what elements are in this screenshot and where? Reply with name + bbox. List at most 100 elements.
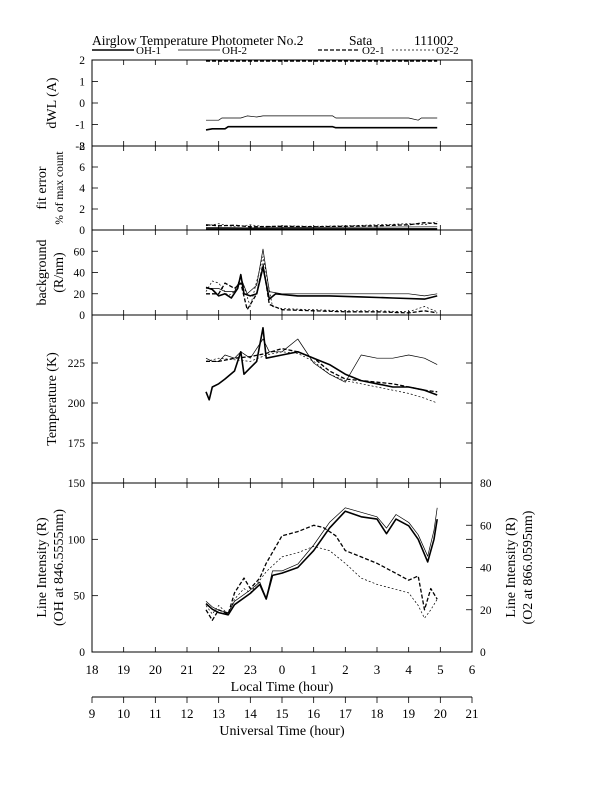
y-tick-label: 6 xyxy=(79,162,85,174)
panel-frame xyxy=(91,229,473,316)
series-line-o2-2 xyxy=(205,256,438,313)
series-line-o2-2 xyxy=(205,546,438,619)
y-tick-label: 0 xyxy=(79,225,85,237)
y-axis-label-line2: (OH at 846.5555nm) xyxy=(52,509,67,626)
local-time-tick-label: 20 xyxy=(149,662,162,677)
universal-time-tick-label: 17 xyxy=(339,706,353,721)
panels: -2 -1 0 1 2 dWL (A) 0 2 4 6 8 fit error % of max cou… xyxy=(35,55,536,659)
local-time-tick-label: 6 xyxy=(469,662,476,677)
local-time-tick-label: 18 xyxy=(86,662,99,677)
y-tick-label: 50 xyxy=(74,591,86,603)
y-tick-label: 0 xyxy=(79,647,85,659)
series-line-oh-1 xyxy=(205,510,438,616)
y-tick-label: 2 xyxy=(79,204,85,216)
universal-time-tick-label: 21 xyxy=(466,706,479,721)
series-line-oh-2 xyxy=(205,226,438,229)
y-tick-label: 8 xyxy=(79,141,85,153)
panel-dwl: -2 -1 0 1 2 dWL (A) xyxy=(45,55,473,153)
local-time-tick-label: 22 xyxy=(212,662,225,677)
series-line-o2-1 xyxy=(206,263,438,314)
y-axis-label: dWL (A) xyxy=(45,77,60,129)
series-line-oh-1 xyxy=(205,125,438,131)
universal-time-tick-label: 15 xyxy=(276,706,289,721)
local-time-tick-label: 0 xyxy=(279,662,286,677)
legend: OH-1 OH-2 O2-1 O2-2 xyxy=(92,45,459,57)
y-tick-label-right: 80 xyxy=(480,478,492,490)
series-line-oh-2 xyxy=(206,115,438,121)
legend-label-o2-2: O2-2 xyxy=(436,45,459,57)
legend-label-o2-1: O2-1 xyxy=(362,45,385,57)
universal-time-tick-label: 16 xyxy=(307,706,321,721)
y-tick-label: 175 xyxy=(68,438,86,450)
series-line-o2-2 xyxy=(205,221,438,228)
panel-frame xyxy=(91,314,473,484)
y-tick-label: 100 xyxy=(68,534,86,546)
y-tick-label: 0 xyxy=(79,310,85,322)
y-tick-label: 0 xyxy=(79,98,85,110)
y-tick-label: 40 xyxy=(74,268,86,280)
panel-frame xyxy=(91,482,473,653)
local-time-tick-label: 3 xyxy=(374,662,381,677)
legend-label-oh-1: OH-1 xyxy=(136,45,161,57)
y-axis-label: background xyxy=(35,239,50,305)
universal-time-tick-label: 13 xyxy=(212,706,225,721)
y-axis-label-right: Line Intensity (R) xyxy=(504,517,519,618)
universal-time-tick-label: 10 xyxy=(117,706,130,721)
universal-time-tick-label: 14 xyxy=(244,706,258,721)
legend-label-oh-2: OH-2 xyxy=(222,45,247,57)
local-time-label: Local Time (hour) xyxy=(231,680,334,695)
y-axis-label: Temperature (K) xyxy=(45,352,60,446)
local-time-tick-label: 23 xyxy=(244,662,257,677)
y-tick-label-right: 60 xyxy=(480,520,492,532)
y-tick-label: 60 xyxy=(74,246,86,258)
y-axis-label: fit error xyxy=(35,166,50,209)
universal-time-tick-label: 12 xyxy=(181,706,194,721)
y-tick-label: 2 xyxy=(79,55,85,67)
series-line-o2-1 xyxy=(206,347,438,393)
y-axis-label-line2: % of max count xyxy=(54,151,66,225)
y-tick-label: 20 xyxy=(74,289,86,301)
y-axis-label: Line Intensity (R) xyxy=(35,517,50,618)
series-line-oh-2 xyxy=(206,248,438,297)
universal-time-tick-label: 19 xyxy=(402,706,415,721)
panel-temperature: 175 200 225 Temperature (K) xyxy=(45,314,473,484)
y-tick-label-right: 40 xyxy=(480,563,492,575)
y-tick-label: 1 xyxy=(79,77,85,89)
y-tick-label: 4 xyxy=(79,183,85,195)
series-line-o2-1 xyxy=(205,524,438,621)
y-tick-label: -2 xyxy=(75,141,85,153)
universal-time-label: Universal Time (hour) xyxy=(219,724,345,739)
series-line-oh-2 xyxy=(205,507,438,613)
universal-time-tick-label: 20 xyxy=(434,706,447,721)
panel-background: 0 20 40 60 background (R/nm) xyxy=(35,229,473,322)
local-time-tick-label: 19 xyxy=(117,662,130,677)
y-axis-label-right-line2: (O2 at 866.0595nm) xyxy=(521,510,536,624)
y-tick-label: 200 xyxy=(68,398,86,410)
y-tick-label: 150 xyxy=(68,478,86,490)
series-line-o2-2 xyxy=(205,351,438,404)
y-tick-label-right: 20 xyxy=(480,605,492,617)
universal-time-tick-label: 9 xyxy=(89,706,96,721)
local-time-tick-label: 2 xyxy=(342,662,349,677)
y-tick-label: 225 xyxy=(68,358,86,370)
series-line-oh-1 xyxy=(205,327,438,401)
universal-time-tick-label: 18 xyxy=(371,706,384,721)
time-axes: 18 19 20 21 22 23 0 1 2 3 4 5 69 10 11 12 13 14 15 16 17 18 19… xyxy=(86,662,479,721)
header-date: 111002 xyxy=(414,33,454,48)
local-time-tick-label: 5 xyxy=(437,662,444,677)
y-tick-label-right: 0 xyxy=(480,647,486,659)
y-tick-label: -1 xyxy=(75,120,85,132)
universal-time-tick-label: 11 xyxy=(149,706,162,721)
panel-frame xyxy=(91,59,473,147)
local-time-tick-label: 4 xyxy=(405,662,412,677)
local-time-tick-label: 21 xyxy=(181,662,194,677)
y-axis-label-line2: (R/nm) xyxy=(52,252,67,293)
header-title: Airglow Temperature Photometer No.2 xyxy=(92,33,304,48)
panel-frame xyxy=(91,145,473,231)
local-time-tick-label: 1 xyxy=(310,662,317,677)
header-site: Sata xyxy=(349,33,372,48)
panel-fit-error: 0 2 4 6 8 fit error % of max count xyxy=(35,141,473,237)
series-line-oh-2 xyxy=(205,338,438,383)
